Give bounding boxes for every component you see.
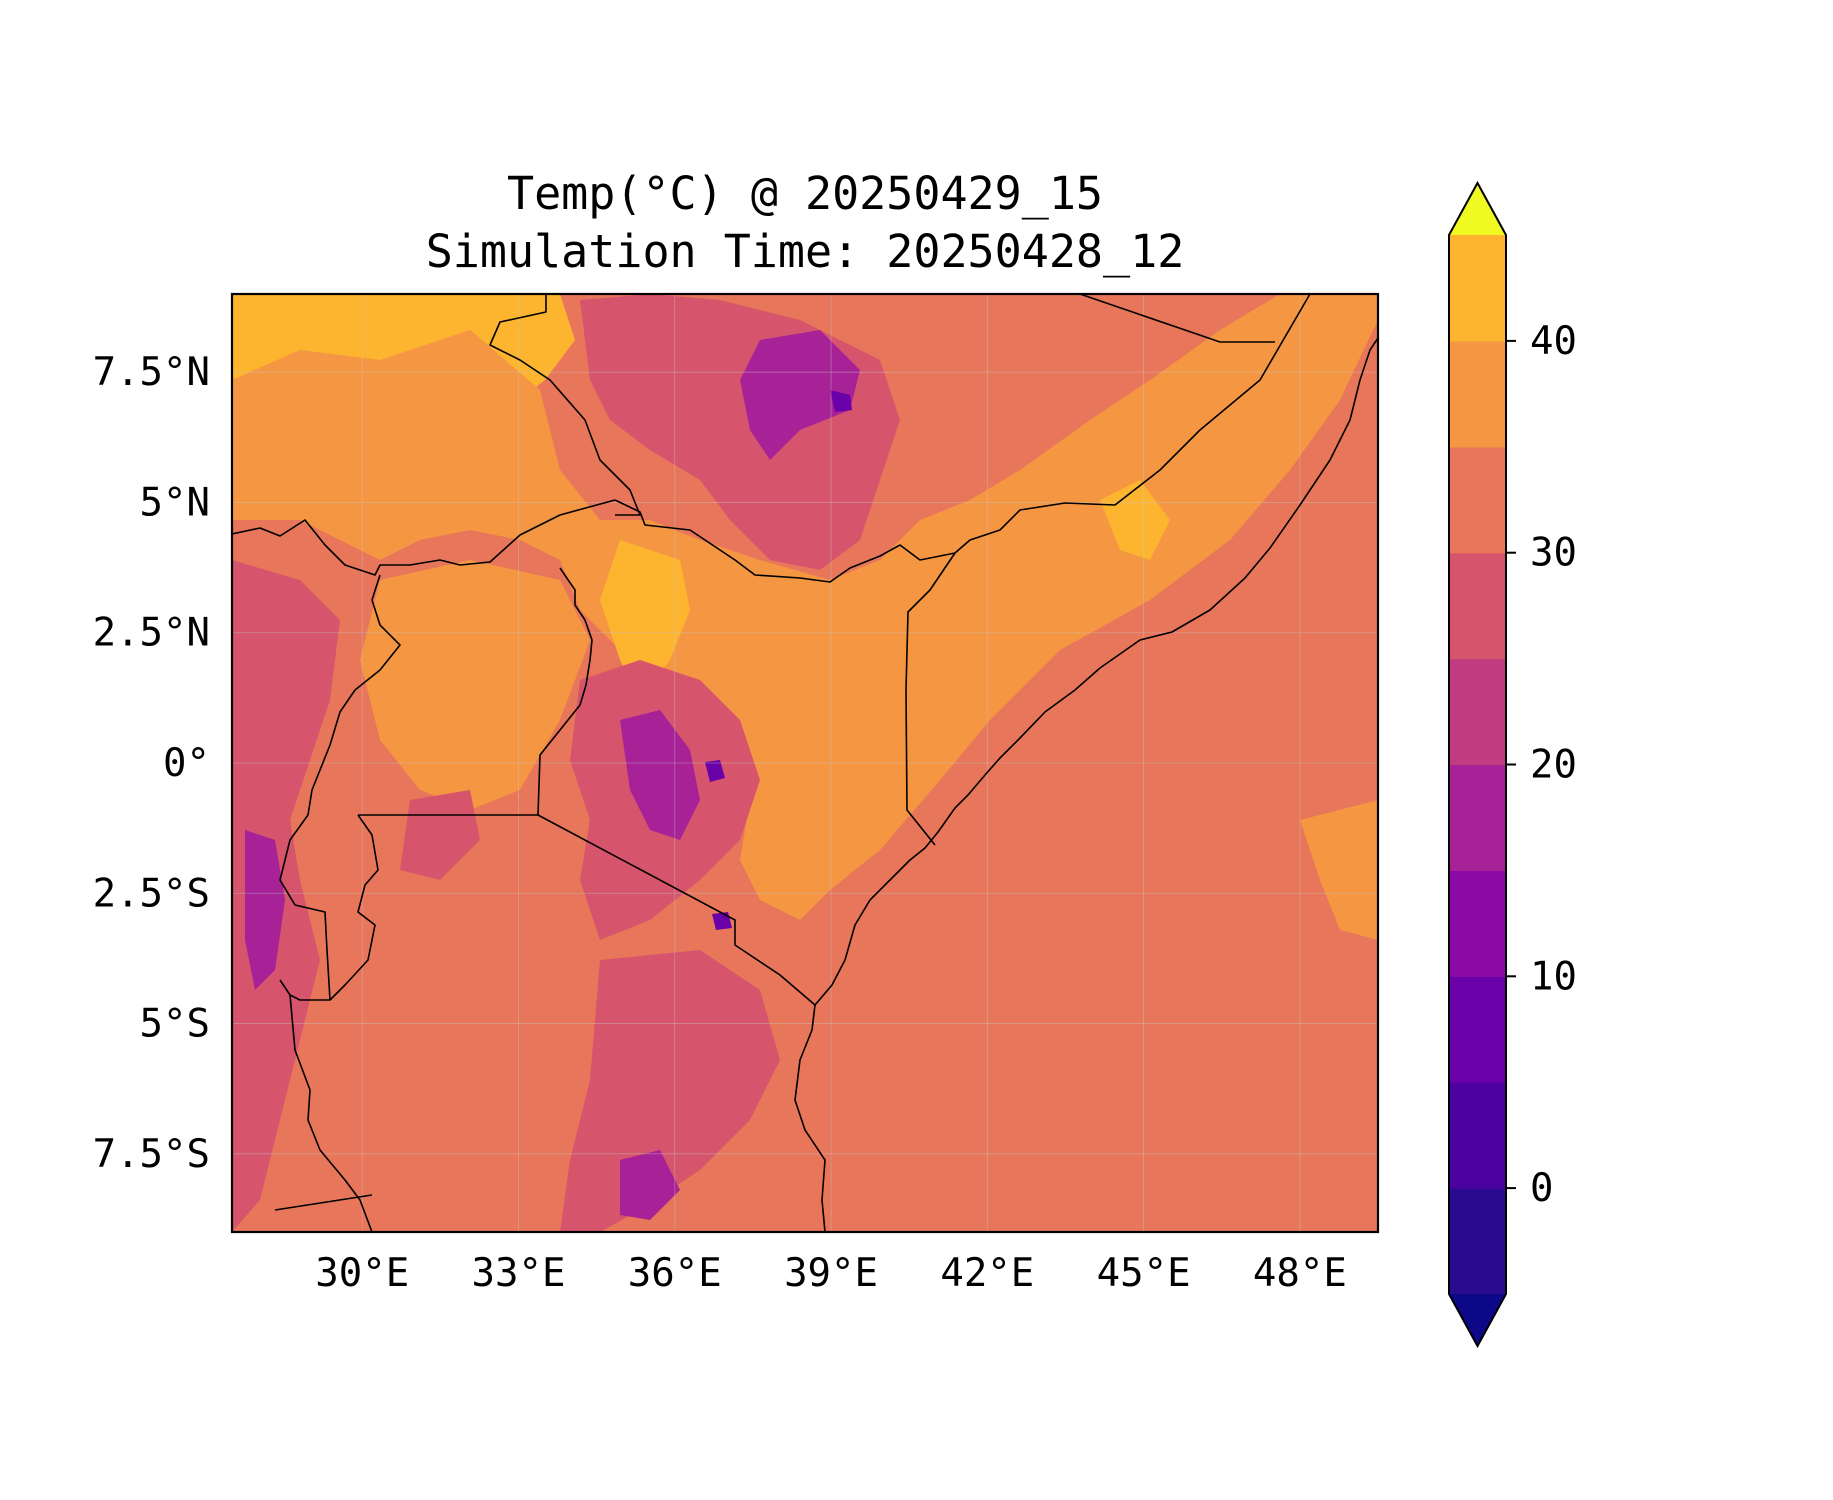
- lat-tick-label: 0°: [163, 741, 210, 786]
- colorbar-segment: [1449, 552, 1506, 660]
- map-title: Temp(°C) @ 20250429_15: [507, 167, 1103, 220]
- contour-tanzania-cold: [620, 1150, 680, 1220]
- colorbar-extend-min: [1449, 1294, 1506, 1346]
- map-panel: 30°E 33°E 36°E 39°E 42°E 45°E 48°E 7.5°N 5°N 2.5…: [93, 292, 1380, 1296]
- contour-north-hot-2: [600, 540, 690, 700]
- contour-somalia-warm: [1300, 800, 1378, 940]
- border-kenya-tanzania: [537, 814, 816, 1006]
- colorbar-tick-label: 30: [1530, 531, 1577, 576]
- lon-tick-label: 39°E: [784, 1251, 878, 1296]
- border-somaliland: [1079, 294, 1275, 343]
- contour-tanzania-highlands: [560, 950, 780, 1232]
- colorbar-segment: [1449, 235, 1506, 342]
- colorbar-segment: [1449, 658, 1506, 766]
- contour-mt-kenya: [705, 760, 725, 782]
- colorbar-tick-label: 10: [1530, 954, 1577, 999]
- contour-kenya-cold: [620, 710, 700, 840]
- contour-north-warm: [232, 294, 1378, 920]
- border-south-sudan-north: [489, 294, 641, 516]
- colorbar-extend-max: [1449, 183, 1506, 235]
- lon-tick-label: 42°E: [940, 1251, 1034, 1296]
- contour-east-hot: [1100, 480, 1170, 560]
- colorbar-segment: [1449, 764, 1506, 871]
- longitude-tick-labels: 30°E 33°E 36°E 39°E 42°E 45°E 48°E: [315, 1251, 1347, 1296]
- border-ethiopia-somalia: [954, 294, 1311, 554]
- colorbar-segment: [1449, 976, 1506, 1083]
- lon-tick-label: 45°E: [1097, 1251, 1191, 1296]
- contour-west-rift: [232, 560, 340, 1232]
- contour-west-rift-cold: [245, 830, 285, 990]
- colorbar-segment: [1449, 340, 1506, 448]
- lat-tick-label: 7.5°S: [93, 1132, 210, 1177]
- map-subtitle: Simulation Time: 20250428_12: [426, 225, 1185, 278]
- border-kenya-somalia: [905, 552, 956, 846]
- border-rwanda-burundi: [279, 814, 331, 1001]
- border-rwanda-tanzania: [329, 814, 379, 1001]
- coastline-east-africa: [794, 337, 1378, 1232]
- colorbar-tick-label: 20: [1530, 743, 1577, 788]
- colorbar-segment: [1449, 446, 1506, 554]
- border-south-sudan-ethiopia: [614, 499, 956, 583]
- latitude-tick-labels: 7.5°N 5°N 2.5°N 0° 2.5°S 5°S 7.5°S: [93, 350, 210, 1177]
- temperature-contours: [232, 294, 1378, 1232]
- colorbar-tick-label: 0: [1530, 1166, 1553, 1211]
- colorbar-segment: [1449, 870, 1506, 977]
- lat-tick-label: 7.5°N: [93, 350, 210, 395]
- lon-tick-label: 48°E: [1253, 1251, 1347, 1296]
- colorbar-tick-label: 40: [1530, 319, 1577, 364]
- contour-tanzania-west: [400, 790, 480, 880]
- colorbar-outline: [1448, 180, 1507, 1349]
- lat-tick-label: 5°N: [140, 480, 210, 525]
- country-borders: [232, 294, 1378, 1232]
- lat-tick-label: 2.5°S: [93, 871, 210, 916]
- border-uganda-drc: [307, 574, 401, 816]
- lat-tick-label: 2.5°N: [93, 611, 210, 656]
- colorbar-segment: [1449, 1082, 1506, 1189]
- border-south-sudan-uganda: [232, 499, 616, 576]
- contour-uganda-warm: [360, 560, 590, 810]
- border-tanzania-zambia: [274, 1194, 373, 1211]
- border-uganda-kenya: [537, 567, 593, 816]
- contour-ethiopia-cold: [740, 330, 860, 460]
- map-frame: [230, 292, 1380, 1234]
- gridlines: [232, 294, 1378, 1232]
- lon-tick-label: 30°E: [315, 1251, 409, 1296]
- contour-ethiopia-core: [830, 390, 852, 412]
- lon-tick-label: 36°E: [628, 1251, 722, 1296]
- lon-tick-label: 33°E: [472, 1251, 566, 1296]
- colorbar: 0 10 20 30 40: [1448, 180, 1577, 1349]
- lat-tick-label: 5°S: [140, 1002, 210, 1047]
- colorbar-segment: [1449, 1188, 1506, 1295]
